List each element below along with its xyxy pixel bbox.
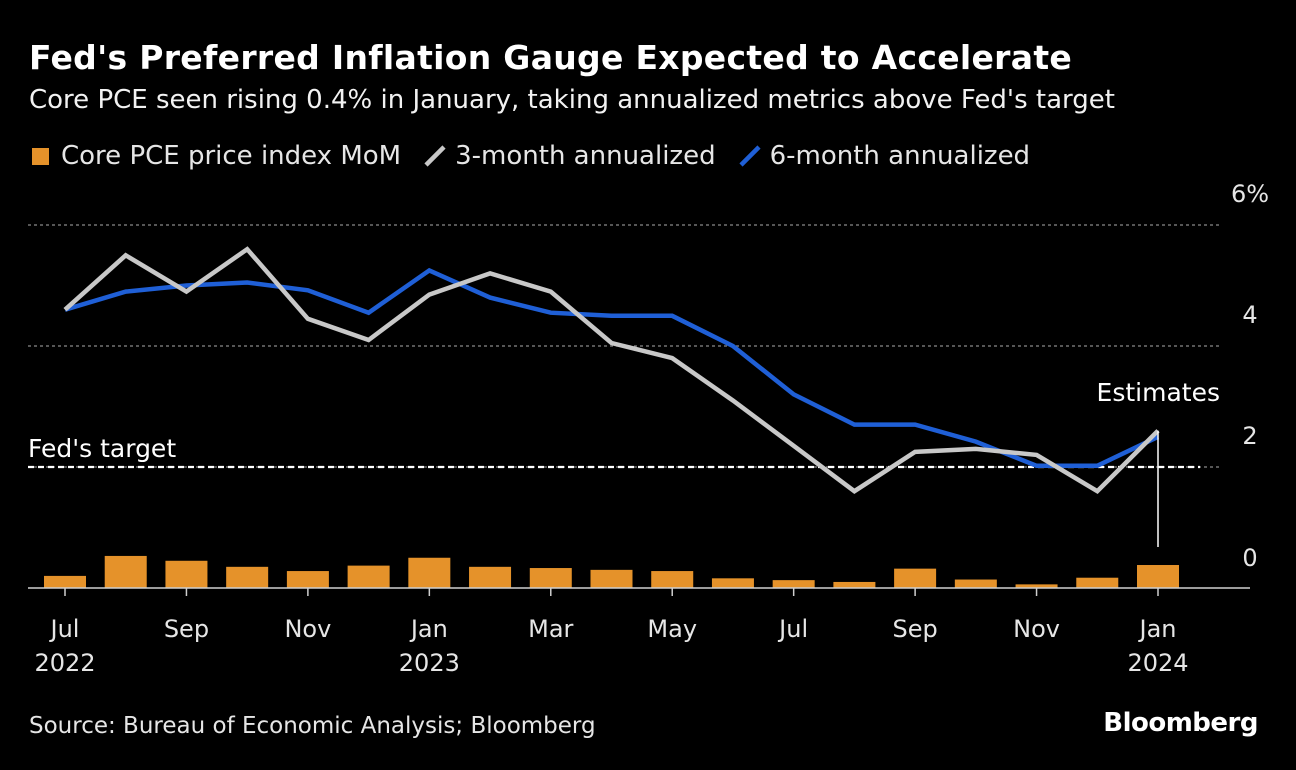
x-tick-label: Jan bbox=[409, 615, 448, 643]
x-tick-label: Jan bbox=[1138, 615, 1177, 643]
estimates-label: Estimates bbox=[1097, 378, 1220, 407]
x-tick-label: May bbox=[647, 615, 697, 643]
y-tick-label: 6% bbox=[1231, 180, 1269, 208]
bar-core-pce-feb-2023 bbox=[469, 567, 511, 588]
bar-core-pce-may-2023 bbox=[651, 571, 693, 588]
bar-core-pce-oct-2023 bbox=[955, 580, 997, 588]
x-tick-label: Sep bbox=[892, 615, 937, 643]
bloomberg-logo: Bloomberg bbox=[1103, 708, 1258, 738]
x-tick-label: Nov bbox=[284, 615, 331, 643]
bar-core-pce-jan-2023 bbox=[408, 558, 450, 588]
bar-core-pce-sep-2022 bbox=[165, 561, 207, 588]
x-tick-year: 2023 bbox=[399, 649, 460, 677]
x-tick-label: Mar bbox=[528, 615, 573, 643]
x-tick-label: Jul bbox=[49, 615, 80, 643]
chart-plot: 6% 4 2 0 Jul 2022 Sep Nov Jan 2023 Mar May Jul Sep Nov… bbox=[0, 0, 1296, 770]
bar-core-pce-jun-2023 bbox=[712, 578, 754, 588]
x-tick-label: Nov bbox=[1013, 615, 1060, 643]
bar-core-pce-oct-2022 bbox=[226, 567, 268, 588]
bar-core-pce-jan-2024 bbox=[1137, 565, 1179, 588]
y-tick-label: 2 bbox=[1242, 422, 1257, 450]
bar-core-pce-jul-2023 bbox=[773, 580, 815, 588]
x-tick-label: Jul bbox=[777, 615, 808, 643]
source-note: Source: Bureau of Economic Analysis; Blo… bbox=[29, 713, 596, 739]
bar-core-pce-dec-2023 bbox=[1076, 578, 1118, 588]
bar-core-pce-aug-2022 bbox=[105, 556, 147, 588]
bar-core-pce-apr-2023 bbox=[591, 570, 633, 588]
x-tick-label: Sep bbox=[164, 615, 209, 643]
bar-core-pce-mar-2023 bbox=[530, 568, 572, 588]
x-tick-year: 2022 bbox=[34, 649, 95, 677]
y-tick-label: 4 bbox=[1242, 301, 1257, 329]
bar-core-pce-sep-2023 bbox=[894, 569, 936, 588]
line-6-month-annualized bbox=[65, 270, 1158, 465]
fed-target-label: Fed's target bbox=[28, 434, 176, 463]
bar-core-pce-jul-2022 bbox=[44, 576, 86, 588]
bar-core-pce-nov-2022 bbox=[287, 571, 329, 588]
x-tick-year: 2024 bbox=[1127, 649, 1188, 677]
bar-core-pce-aug-2023 bbox=[833, 582, 875, 588]
y-tick-label: 0 bbox=[1242, 544, 1257, 572]
bar-core-pce-dec-2022 bbox=[348, 566, 390, 588]
